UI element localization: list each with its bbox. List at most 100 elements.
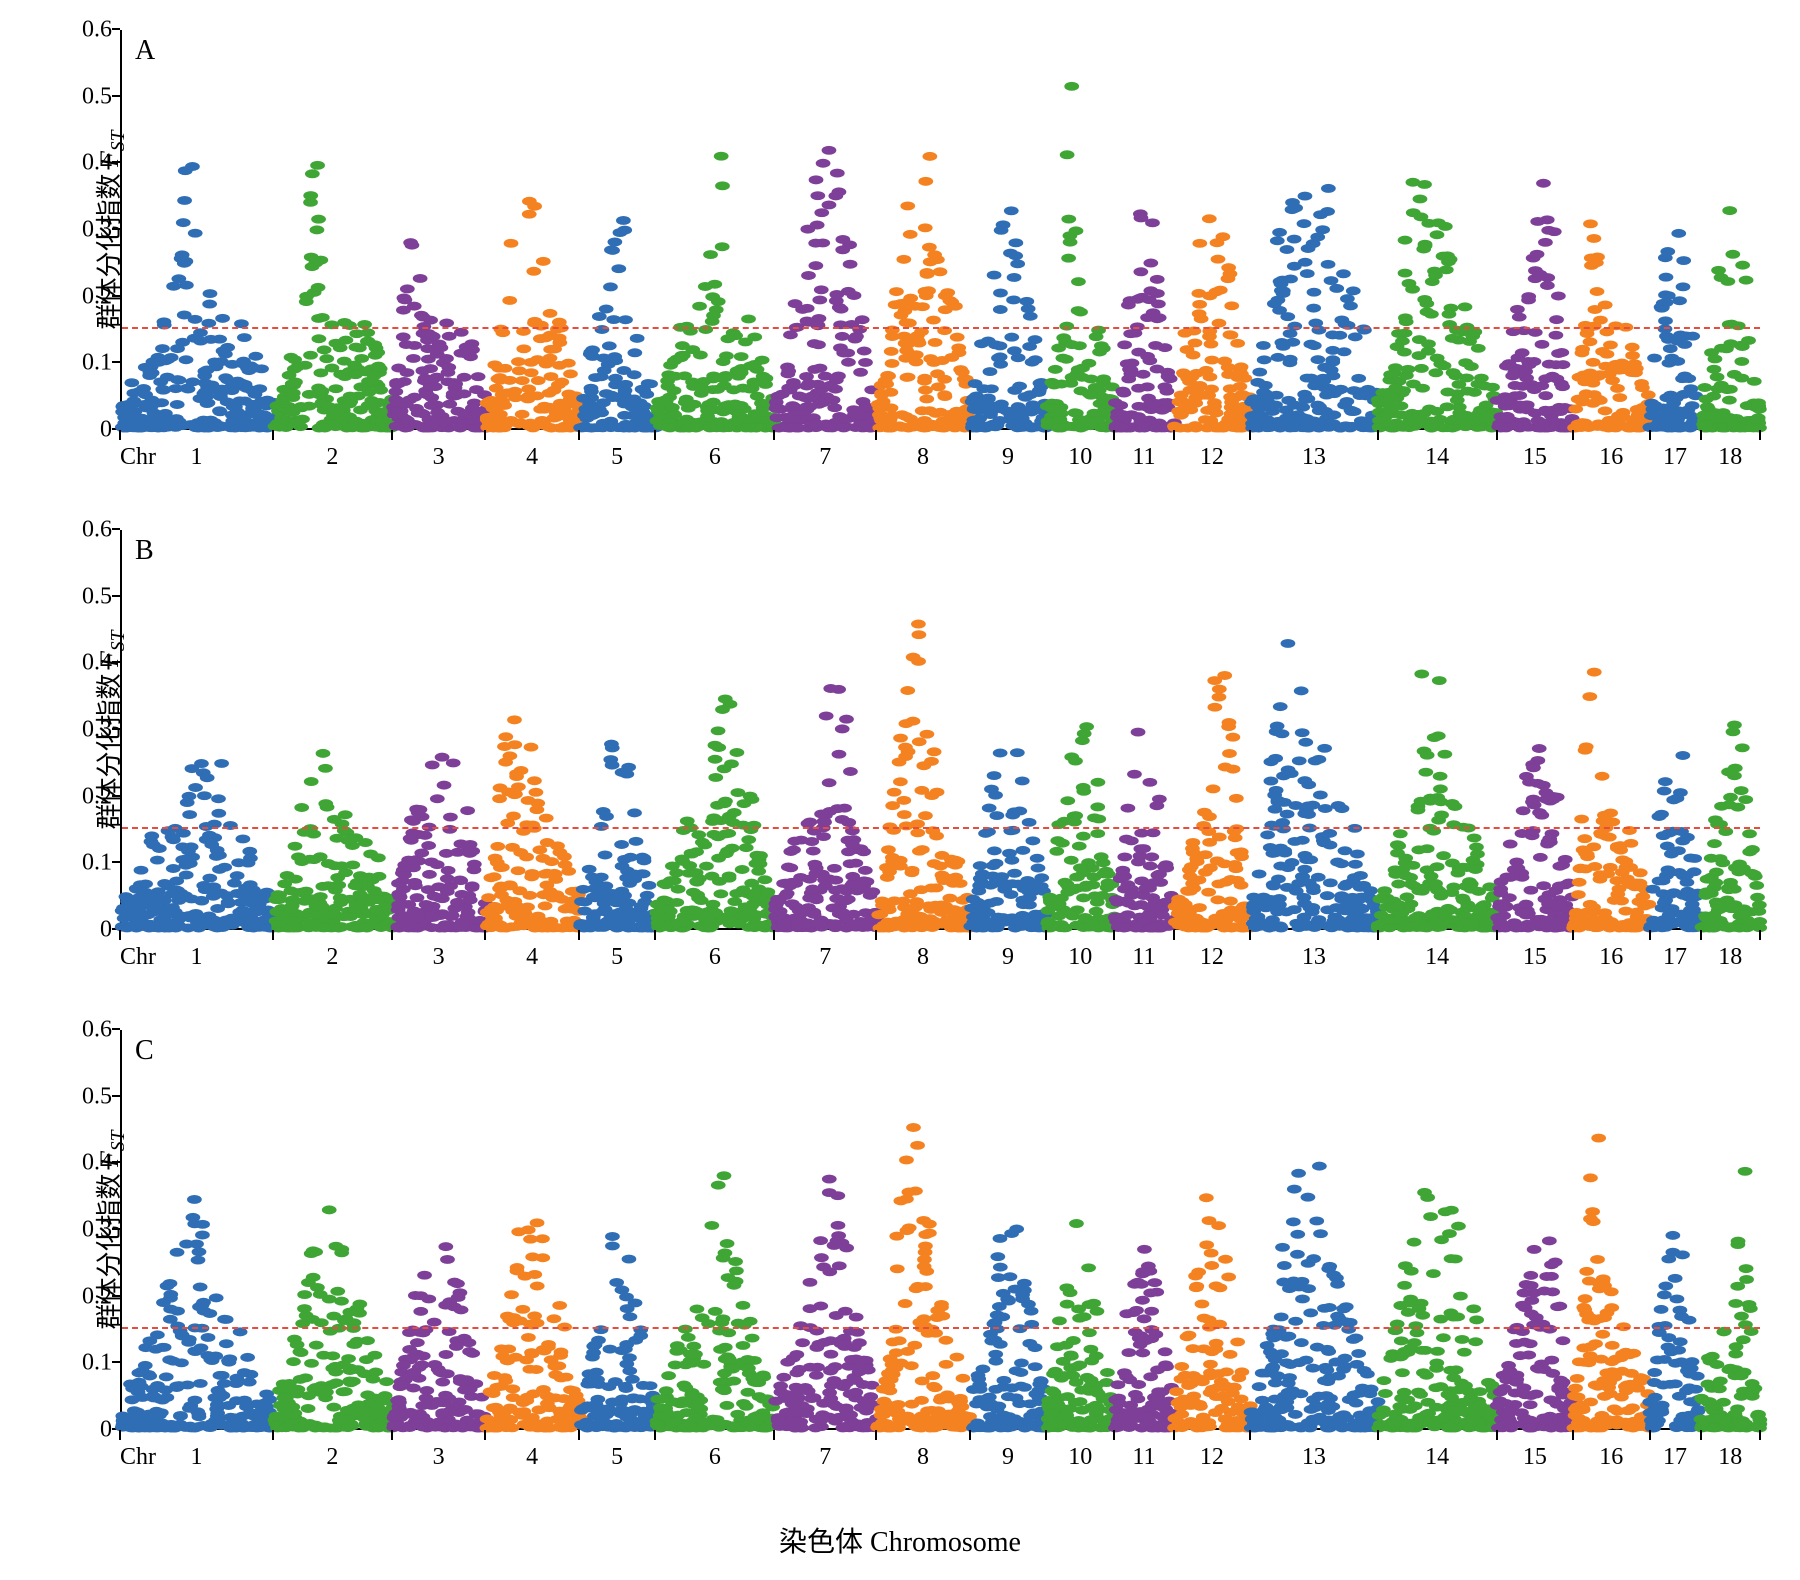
x-tick: 3 bbox=[433, 444, 445, 471]
x-tick-mark bbox=[391, 930, 393, 940]
x-tick-mark bbox=[875, 1430, 877, 1440]
x-axis: Chr123456789101112131415161718 bbox=[120, 1430, 1760, 1500]
y-tick: 0.5 bbox=[52, 583, 112, 610]
x-tick-mark bbox=[654, 930, 656, 940]
y-axis: 00.10.20.30.40.50.6群体分化指数 FST bbox=[20, 530, 120, 930]
x-tick: 2 bbox=[326, 944, 338, 971]
x-tick: 5 bbox=[611, 1444, 623, 1471]
x-tick-mark bbox=[1249, 930, 1251, 940]
x-tick-mark bbox=[1572, 930, 1574, 940]
y-tick: 0.5 bbox=[52, 1083, 112, 1110]
x-tick: 16 bbox=[1599, 1444, 1623, 1471]
x-tick-mark bbox=[578, 430, 580, 440]
x-tick: 16 bbox=[1599, 444, 1623, 471]
x-tick-mark bbox=[969, 430, 971, 440]
threshold-line bbox=[122, 1327, 1760, 1329]
x-tick: 9 bbox=[1002, 944, 1014, 971]
x-tick: 7 bbox=[819, 944, 831, 971]
x-axis: Chr123456789101112131415161718 bbox=[120, 430, 1760, 500]
x-tick-mark bbox=[1759, 430, 1761, 440]
x-tick-mark bbox=[1113, 1430, 1115, 1440]
x-tick-mark bbox=[272, 430, 274, 440]
y-tick: 0.1 bbox=[52, 1350, 112, 1377]
x-tick-mark bbox=[654, 1430, 656, 1440]
x-tick: 18 bbox=[1718, 444, 1742, 471]
y-tick-mark bbox=[112, 28, 120, 30]
x-tick-mark bbox=[1700, 430, 1702, 440]
x-tick-mark bbox=[272, 1430, 274, 1440]
x-tick: 10 bbox=[1068, 1444, 1092, 1471]
x-tick-mark bbox=[1496, 430, 1498, 440]
x-tick-mark bbox=[773, 930, 775, 940]
x-tick: 2 bbox=[326, 1444, 338, 1471]
x-tick-mark bbox=[875, 930, 877, 940]
x-axis-label: 染色体 Chromosome bbox=[20, 1520, 1780, 1560]
x-tick-mark bbox=[1249, 430, 1251, 440]
panel-C: C00.10.20.30.40.50.6群体分化指数 FSTChr1234567… bbox=[20, 1020, 1780, 1500]
x-tick: 5 bbox=[611, 444, 623, 471]
x-tick-mark bbox=[1377, 930, 1379, 940]
x-tick-mark bbox=[1113, 430, 1115, 440]
threshold-line bbox=[122, 827, 1760, 829]
x-tick-mark bbox=[1045, 1430, 1047, 1440]
x-tick-mark bbox=[773, 1430, 775, 1440]
x-tick-chr: Chr bbox=[120, 1444, 156, 1471]
x-tick: 12 bbox=[1200, 1444, 1224, 1471]
x-tick-mark bbox=[1572, 430, 1574, 440]
x-tick: 12 bbox=[1200, 944, 1224, 971]
x-tick-mark bbox=[654, 430, 656, 440]
x-tick: 6 bbox=[709, 1444, 721, 1471]
x-tick-mark bbox=[1173, 930, 1175, 940]
y-tick-mark bbox=[112, 1028, 120, 1030]
x-tick-mark bbox=[1045, 430, 1047, 440]
scatter-dots bbox=[122, 530, 1760, 928]
x-tick-mark bbox=[1377, 430, 1379, 440]
x-tick: 6 bbox=[709, 444, 721, 471]
x-tick: 9 bbox=[1002, 444, 1014, 471]
panel-label: C bbox=[135, 1035, 154, 1067]
x-tick-mark bbox=[119, 930, 121, 940]
x-tick: 13 bbox=[1302, 944, 1326, 971]
x-tick: 15 bbox=[1523, 944, 1547, 971]
panel-B: B00.10.20.30.40.50.6群体分化指数 FSTChr1234567… bbox=[20, 520, 1780, 1000]
y-tick: 0 bbox=[52, 917, 112, 944]
x-tick: 15 bbox=[1523, 444, 1547, 471]
y-tick: 0.6 bbox=[52, 1017, 112, 1044]
x-tick: 4 bbox=[526, 444, 538, 471]
x-tick-mark bbox=[1759, 1430, 1761, 1440]
y-tick: 0.1 bbox=[52, 350, 112, 377]
x-tick-mark bbox=[119, 430, 121, 440]
panel-label: B bbox=[135, 535, 154, 567]
x-tick: 4 bbox=[526, 1444, 538, 1471]
x-tick: 18 bbox=[1718, 944, 1742, 971]
x-tick-mark bbox=[1700, 930, 1702, 940]
manhattan-figure: A00.10.20.30.40.50.6群体分化指数 FSTChr1234567… bbox=[20, 20, 1780, 1560]
x-tick-mark bbox=[1759, 930, 1761, 940]
y-tick-mark bbox=[112, 1095, 120, 1097]
plot-area bbox=[120, 530, 1760, 930]
x-tick-mark bbox=[391, 1430, 393, 1440]
x-tick-mark bbox=[1113, 930, 1115, 940]
x-tick: 5 bbox=[611, 944, 623, 971]
x-tick: 8 bbox=[917, 444, 929, 471]
y-tick: 0.1 bbox=[52, 850, 112, 877]
y-tick: 0.6 bbox=[52, 517, 112, 544]
x-tick-mark bbox=[1649, 930, 1651, 940]
x-tick: 10 bbox=[1068, 444, 1092, 471]
x-tick: 7 bbox=[819, 444, 831, 471]
x-tick-mark bbox=[272, 930, 274, 940]
x-tick: 11 bbox=[1132, 1444, 1155, 1471]
x-tick: 10 bbox=[1068, 944, 1092, 971]
x-tick-mark bbox=[484, 1430, 486, 1440]
scatter-dots bbox=[122, 30, 1760, 428]
x-tick: 11 bbox=[1132, 444, 1155, 471]
x-tick: 17 bbox=[1663, 944, 1687, 971]
x-tick: 4 bbox=[526, 944, 538, 971]
x-tick-mark bbox=[1249, 1430, 1251, 1440]
x-tick: 13 bbox=[1302, 444, 1326, 471]
scatter-dots bbox=[122, 1030, 1760, 1428]
y-axis: 00.10.20.30.40.50.6群体分化指数 FST bbox=[20, 1030, 120, 1430]
x-axis: Chr123456789101112131415161718 bbox=[120, 930, 1760, 1000]
x-tick-mark bbox=[875, 430, 877, 440]
x-tick: 16 bbox=[1599, 944, 1623, 971]
